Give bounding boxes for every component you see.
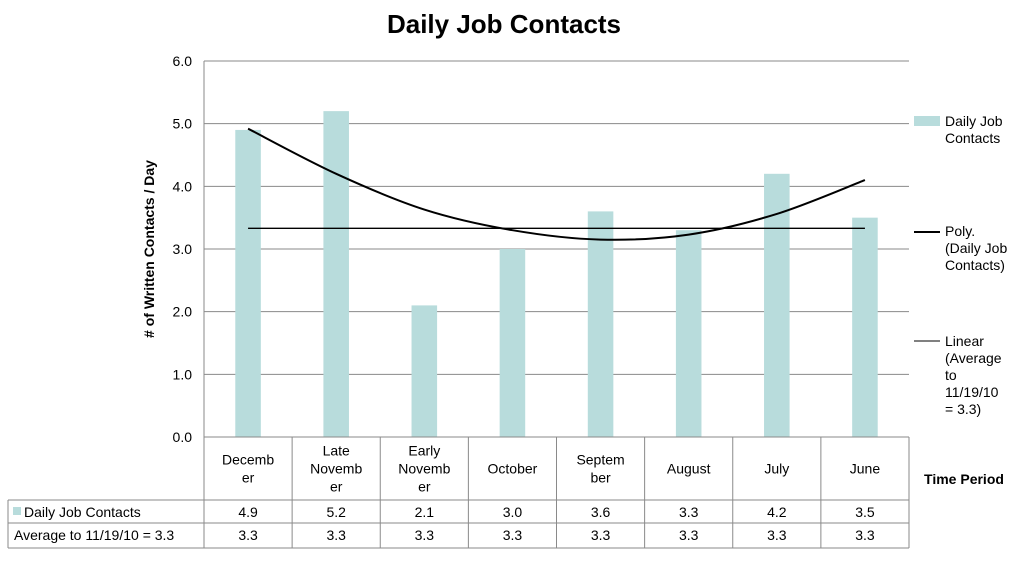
- bar: [764, 173, 790, 438]
- legend-label: (Daily Job: [945, 240, 1007, 256]
- y-axis-title: # of Written Contacts / Day: [141, 160, 157, 338]
- y-tick-label: 4.0: [173, 178, 193, 194]
- category-label: July: [764, 461, 789, 477]
- table-cell: 3.3: [855, 527, 875, 543]
- legend-label: to: [945, 367, 957, 383]
- bar: [587, 211, 614, 437]
- y-tick-label: 5.0: [173, 116, 193, 132]
- table-cell: 3.5: [855, 504, 875, 520]
- legend-label: (Average: [945, 350, 1002, 366]
- table-cell: 3.3: [415, 527, 435, 543]
- table-cell: 3.3: [503, 527, 523, 543]
- legend-label: Daily Job: [945, 113, 1003, 129]
- data-table: Decemb er Late Novemb er Early Novemb er October…: [7, 436, 910, 549]
- bar: [499, 249, 526, 437]
- category-label: Novemb: [310, 461, 362, 477]
- category-label: er: [242, 470, 255, 486]
- table-cell: 3.3: [591, 527, 611, 543]
- legend-label: Linear: [945, 333, 984, 349]
- bar: [323, 111, 349, 437]
- category-label: August: [667, 461, 711, 477]
- bar: [411, 305, 438, 437]
- table-cell: 3.6: [591, 504, 611, 520]
- y-tick-label: 0.0: [173, 429, 193, 445]
- table-cell: 3.3: [679, 527, 699, 543]
- legend-label: 11/19/10: [945, 384, 999, 400]
- row-label: Daily Job Contacts: [24, 504, 141, 520]
- y-tick-label: 3.0: [173, 241, 193, 257]
- bar: [675, 230, 702, 437]
- y-tick-label: 1.0: [173, 366, 193, 382]
- category-label: Novemb: [398, 461, 450, 477]
- category-label: October: [488, 461, 538, 477]
- table-cell: 4.9: [238, 504, 258, 520]
- x-axis-title: Time Period: [924, 471, 1004, 487]
- row-label: Average to 11/19/10 = 3.3: [14, 527, 174, 543]
- gridlines: [203, 60, 909, 438]
- category-label: Decemb: [222, 452, 274, 468]
- table-cell: 3.3: [238, 527, 258, 543]
- y-tick-label: 2.0: [173, 304, 193, 320]
- table-cell: 3.3: [326, 527, 346, 543]
- bar: [852, 217, 878, 437]
- category-label: Septem: [576, 452, 624, 468]
- y-tick-labels: 0.0 1.0 2.0 3.0 4.0 5.0 6.0: [173, 53, 193, 445]
- legend-key-bar: [914, 116, 940, 126]
- bar: [235, 129, 261, 437]
- table-cell: 3.0: [503, 504, 523, 520]
- category-label: Late: [323, 443, 350, 459]
- table-cell: 3.3: [679, 504, 699, 520]
- category-label: June: [850, 461, 881, 477]
- chart-title: Daily Job Contacts: [387, 9, 621, 39]
- legend-label: Poly.: [945, 223, 975, 239]
- category-label: er: [330, 479, 343, 495]
- table-cell: 4.2: [767, 504, 787, 520]
- poly-trendline: [247, 127, 866, 241]
- legend-label: Contacts): [945, 257, 1005, 273]
- legend-label: Contacts: [945, 130, 1000, 146]
- legend-label: = 3.3): [945, 401, 981, 417]
- trendlines: [247, 127, 866, 241]
- y-tick-label: 6.0: [173, 53, 193, 69]
- table-cell: 5.2: [326, 504, 346, 520]
- category-label: er: [418, 479, 431, 495]
- row-legend-key: [13, 507, 21, 515]
- category-label: Early: [408, 443, 440, 459]
- table-cell: 2.1: [415, 504, 435, 520]
- bars: [235, 111, 878, 438]
- table-cell: 3.3: [767, 527, 787, 543]
- category-label: ber: [590, 470, 611, 486]
